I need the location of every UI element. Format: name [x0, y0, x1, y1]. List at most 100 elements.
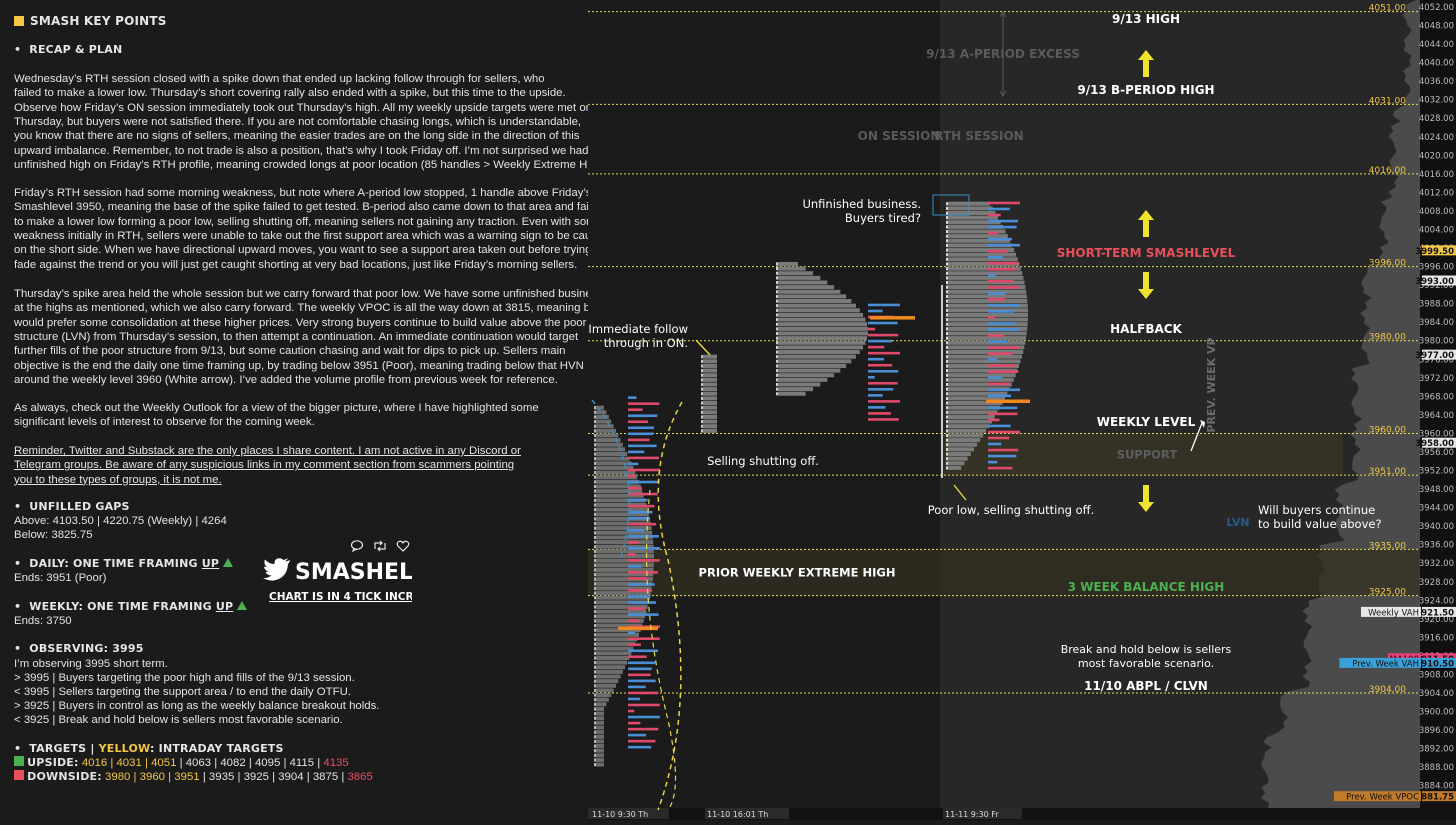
tpo-profile-nov10 — [596, 604, 648, 609]
tpo-profile-rth-letters — [946, 457, 948, 461]
tpo-profile-nov10-letters — [594, 410, 596, 414]
tpo-profile-nov10-letters — [594, 730, 596, 734]
tpo-profile-nov10 — [596, 734, 604, 739]
price-tag — [1422, 349, 1456, 360]
tpo-profile-rth-letters — [946, 313, 948, 317]
volume-bars-rth — [988, 310, 1015, 313]
tpo-profile-nov10 — [596, 507, 648, 512]
unfinished-high-box — [932, 194, 970, 216]
tpo-profile-nov10 — [596, 679, 619, 684]
targets-heading: • TARGETS | YELLOW: INTRADAY TARGETS — [14, 742, 284, 755]
volume-bars-on — [868, 369, 899, 373]
tpo-profile-overnight — [703, 354, 717, 359]
tpo-profile-on — [778, 345, 864, 350]
tpo-profile-rth — [948, 308, 1028, 313]
tpo-profile-on — [778, 331, 868, 336]
speech-bubble-icon[interactable] — [350, 540, 364, 553]
green-square-icon — [14, 756, 24, 766]
heart-icon[interactable] — [396, 540, 410, 552]
weekly-heading: • WEEKLY: ONE TIME FRAMING UP — [14, 600, 248, 613]
volume-bars-nov10 — [628, 414, 658, 418]
tpo-profile-nov10 — [596, 730, 604, 735]
tpo-profile-nov10-letters — [594, 508, 596, 512]
yellow-up-arrow-icon — [1138, 50, 1154, 77]
tpo-profile-nov10 — [596, 711, 604, 716]
tpo-profile-rth-letters — [946, 433, 948, 438]
tpo-profile-nov10-letters — [594, 763, 596, 767]
tpo-profile-rth-letters — [946, 267, 948, 271]
tpo-profile-overnight-letters — [701, 392, 703, 396]
chart-annotation: LVN — [1226, 516, 1249, 529]
volume-bars-rth — [988, 376, 1002, 380]
tpo-profile-rth — [948, 275, 1024, 280]
volume-bars-nov10 — [628, 510, 653, 514]
x-tick-box — [705, 808, 789, 819]
volume-bars-nov10 — [628, 432, 653, 436]
tpo-profile-nov10-letters — [594, 466, 596, 470]
tpo-profile-rth-letters — [946, 387, 948, 391]
tpo-profile-on-letters — [776, 331, 778, 336]
volume-bars-nov10 — [628, 534, 659, 538]
tpo-profile-rth — [948, 428, 987, 433]
green-up-triangle-icon — [237, 601, 248, 610]
excess-bracket-top — [999, 11, 1007, 18]
tpo-profile-nov10 — [596, 646, 634, 651]
tpo-profile-rth-letters — [946, 262, 948, 266]
retweet-icon[interactable] — [374, 540, 386, 552]
tpo-profile-rth-letters — [946, 369, 948, 373]
excess-bracket-bottom — [999, 90, 1007, 97]
tpo-profile-on — [778, 382, 821, 387]
tpo-profile-rth-letters — [946, 243, 948, 248]
volume-bars-nov10 — [628, 595, 651, 598]
tpo-profile-nov10 — [596, 428, 616, 433]
tpo-profile-rth-letters — [946, 466, 948, 470]
volume-bars-rth — [988, 273, 996, 277]
volume-bars-rth — [988, 298, 1005, 301]
tpo-profile-on — [778, 289, 841, 294]
tpo-profile-nov10 — [596, 655, 630, 660]
tpo-profile-rth — [948, 234, 1008, 239]
chart-note: CHART IS IN 4 TICK INCREMENT — [269, 591, 412, 603]
tpo-profile-on — [778, 312, 864, 317]
chart-annotation: Unfinished business. Buyers tired? — [802, 197, 921, 225]
tpo-profile-nov10-letters — [594, 637, 596, 642]
y-tick-label: 4044.00 — [1419, 40, 1454, 50]
tpo-profile-nov10-letters — [594, 522, 596, 526]
poc-marker — [986, 399, 1030, 403]
tpo-profile-nov10 — [596, 697, 609, 702]
recap-line: Observe how Friday’s ON session immediat… — [14, 101, 593, 114]
price-tag — [1422, 606, 1456, 617]
tpo-profile-nov10-letters — [594, 716, 596, 720]
volume-bars-nov10 — [628, 655, 647, 659]
tpo-profile-nov10 — [596, 577, 653, 582]
volume-bars-nov10 — [628, 408, 643, 412]
tpo-profile-rth-letters — [946, 239, 948, 243]
tpo-profile-on-letters — [776, 313, 778, 317]
y-tick-label: 3920.00 — [1419, 615, 1454, 625]
tpo-profile-overnight — [703, 377, 717, 382]
tpo-profile-rth — [948, 271, 1023, 276]
volume-bars-on — [868, 357, 885, 361]
tpo-profile-nov10 — [596, 637, 638, 642]
tpo-profile-rth-letters — [946, 364, 948, 368]
price-tag — [1422, 275, 1456, 286]
tpo-profile-on — [778, 373, 835, 378]
tpo-profile-on-letters — [776, 345, 778, 350]
tpo-profile-nov10 — [596, 739, 604, 744]
tpo-profile-on — [778, 317, 866, 322]
price-tag — [1422, 657, 1456, 668]
tpo-profile-rth-letters — [946, 304, 948, 308]
recap-line: fade against the trend or you will just … — [14, 258, 578, 271]
chart-annotation: 9/13 B-PERIOD HIGH — [1077, 83, 1214, 97]
tpo-profile-overnight-letters — [701, 378, 703, 382]
tpo-profile-rth-letters — [946, 331, 948, 336]
tpo-profile-nov10 — [596, 702, 607, 707]
tpo-profile-nov10 — [596, 516, 650, 521]
tpo-profile-nov10-letters — [594, 605, 596, 609]
volume-bars-nov10 — [628, 643, 641, 647]
volume-bars-nov10 — [628, 727, 659, 731]
tpo-profile-nov10-letters — [594, 457, 596, 461]
tpo-profile-overnight-letters — [701, 364, 703, 368]
y-tick-label: 4020.00 — [1419, 151, 1454, 161]
volume-bars-rth — [988, 388, 1020, 392]
